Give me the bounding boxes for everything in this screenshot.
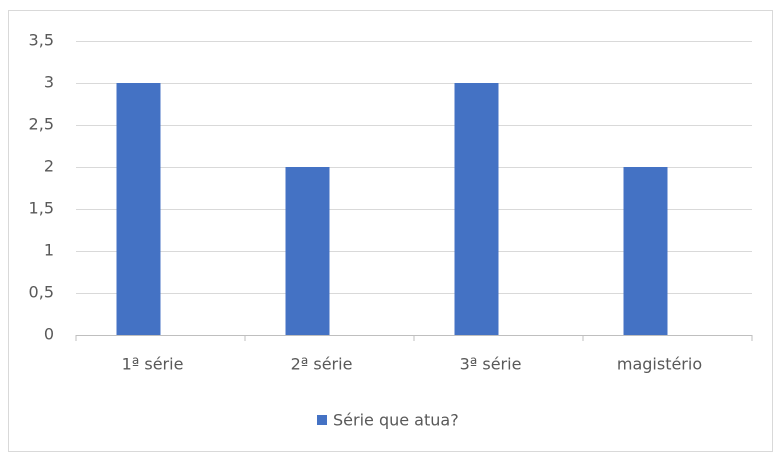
y-tick-label: 3 bbox=[44, 73, 54, 92]
x-tick-label: 3ª série bbox=[460, 355, 522, 374]
legend-swatch bbox=[317, 415, 327, 425]
bar bbox=[454, 83, 499, 335]
y-tick-label: 2 bbox=[44, 157, 54, 176]
y-tick-label: 1,5 bbox=[29, 199, 54, 218]
y-tick-label: 0 bbox=[44, 325, 54, 344]
y-tick-label: 1 bbox=[44, 241, 54, 260]
x-tick-label: 1ª série bbox=[122, 355, 184, 374]
bar bbox=[116, 83, 161, 335]
bar bbox=[623, 167, 668, 335]
bar bbox=[285, 167, 330, 335]
x-tick-label: magistério bbox=[617, 355, 702, 374]
y-tick-label: 2,5 bbox=[29, 115, 54, 134]
legend-label: Série que atua? bbox=[333, 411, 459, 430]
y-tick-label: 3,5 bbox=[29, 31, 54, 50]
y-tick-label: 0,5 bbox=[29, 283, 54, 302]
x-tick-label: 2ª série bbox=[291, 355, 353, 374]
